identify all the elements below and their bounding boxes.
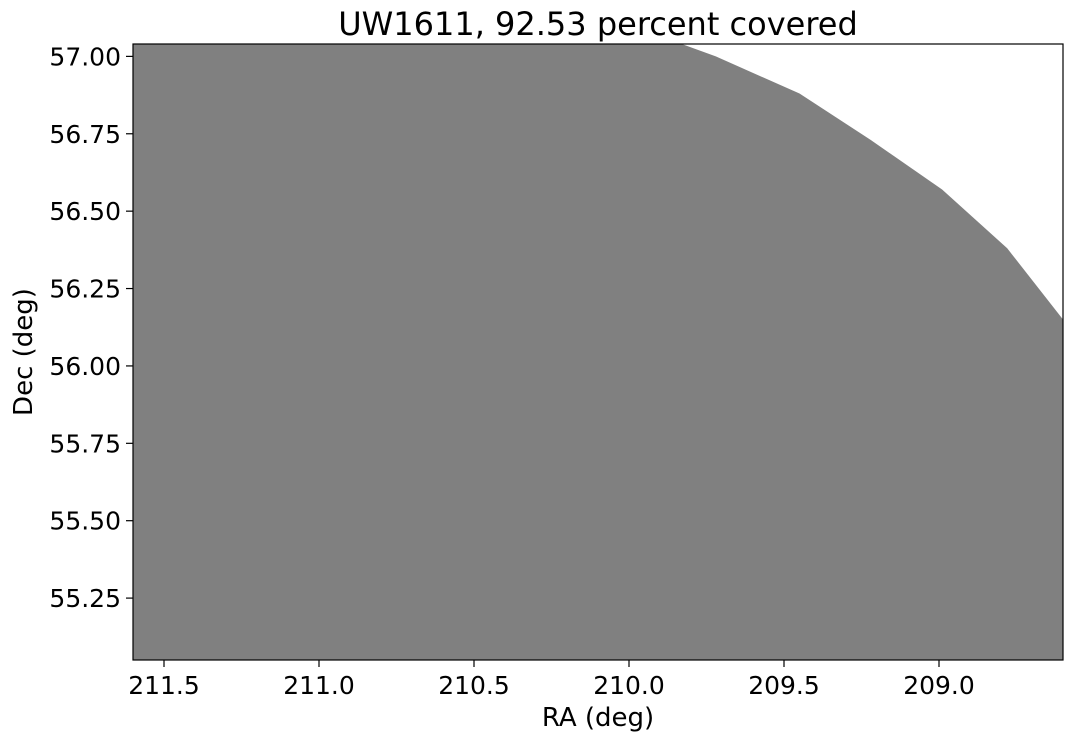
y-tick-label: 56.25 (49, 275, 121, 304)
plot-area (132, 43, 1064, 661)
plot-frame (132, 43, 1064, 661)
y-tick-label: 55.50 (49, 507, 121, 536)
y-axis-label: Dec (deg) (9, 288, 39, 416)
x-tick-label: 210.5 (438, 671, 510, 700)
y-tick-label: 56.50 (49, 197, 121, 226)
x-axis-label: RA (deg) (542, 703, 654, 733)
chart-title: UW1611, 92.53 percent covered (338, 5, 858, 43)
y-tick-label: 55.75 (49, 429, 121, 458)
y-tick-label: 57.00 (49, 42, 121, 71)
y-tick-label: 55.25 (49, 584, 121, 613)
y-tick-label: 56.00 (49, 352, 121, 381)
x-tick-label: 211.5 (128, 671, 200, 700)
x-tick-label: 209.0 (903, 671, 975, 700)
x-tick-label: 210.0 (593, 671, 665, 700)
x-tick-label: 211.0 (283, 671, 355, 700)
coverage-region (133, 44, 1063, 660)
y-axis-ticks: 55.25 55.50 55.75 56.00 56.25 56.50 56.75 57.00 (49, 42, 133, 613)
x-tick-label: 209.5 (748, 671, 820, 700)
y-tick-label: 56.75 (49, 120, 121, 149)
x-axis-ticks: 211.5 211.0 210.5 210.0 209.5 209.0 (128, 660, 975, 700)
